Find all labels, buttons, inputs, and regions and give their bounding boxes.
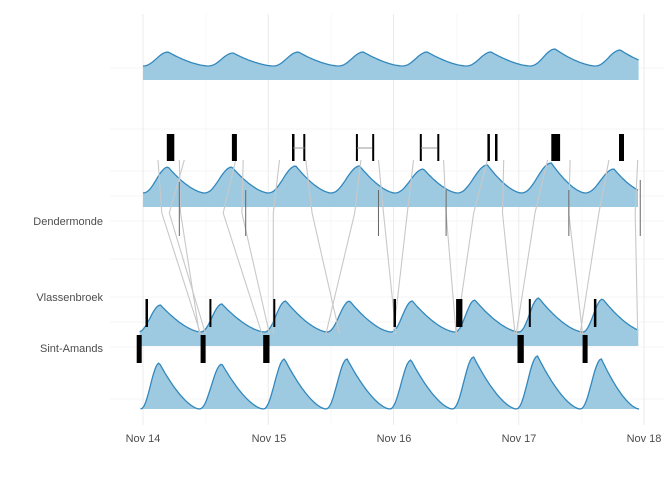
tide-area-3-4 (389, 360, 453, 409)
tide-area-3-6 (516, 356, 581, 409)
grid-lines (110, 14, 664, 425)
tide-marker-9 (495, 134, 498, 161)
x-tick-label-nov15: Nov 15 (252, 433, 287, 445)
propagation-link-11 (455, 159, 488, 335)
x-tick-label-nov17: Nov 17 (502, 433, 537, 445)
tide-marker-15 (393, 299, 396, 327)
propagation-link-12 (501, 159, 516, 335)
tide-marker-6 (419, 134, 422, 161)
propagation-link-15 (579, 159, 610, 335)
tide-area-3-7 (580, 359, 639, 409)
propagation-link-7 (325, 159, 362, 335)
tide-marker-0 (166, 134, 175, 161)
x-tick-label-nov14: Nov 14 (126, 433, 161, 445)
propagation-links (157, 159, 639, 335)
tide-line-3-0 (140, 362, 200, 410)
tide-marker-2 (292, 134, 295, 161)
tide-line-3-3 (325, 358, 390, 410)
tide-marker-20 (200, 335, 206, 363)
tide-marker-23 (582, 335, 588, 363)
tide-line-3-6 (515, 355, 581, 410)
propagation-link-6 (305, 159, 341, 335)
tide-marker-13 (209, 299, 212, 327)
tide-marker-22 (517, 335, 524, 363)
tide-marker-21 (263, 335, 270, 363)
tide-area-3-0 (140, 363, 200, 409)
x-tick-label-nov16: Nov 16 (377, 433, 412, 445)
tide-marker-19 (136, 335, 142, 363)
tide-marker-12 (145, 299, 148, 327)
tide-line-2 (139, 297, 639, 333)
tide-marker-7 (437, 134, 440, 161)
propagation-link-13 (515, 159, 549, 335)
propagation-link-9 (392, 159, 415, 335)
propagation-link-10 (443, 159, 457, 335)
tide-area-3-5 (452, 357, 517, 409)
propagation-link-16 (634, 159, 639, 335)
tide-area-2 (139, 298, 639, 346)
tide-marker-18 (593, 299, 597, 327)
tide-line-3-2 (263, 358, 327, 410)
y-label-sint-amands: Sint-Amands (40, 343, 103, 355)
tide-marker-17 (528, 299, 531, 327)
tide-marker-5 (372, 134, 375, 161)
y-label-vlassenbroek: Vlassenbroek (36, 292, 103, 304)
tide-marker-10 (551, 134, 561, 161)
y-label-dendermonde: Dendermonde (33, 216, 103, 228)
propagation-link-4 (241, 159, 271, 335)
propagation-link-3 (222, 159, 263, 335)
tide-marker-11 (619, 134, 624, 161)
tide-marker-16 (456, 299, 463, 327)
tide-area-3-3 (325, 359, 390, 409)
tide-line-3-5 (452, 356, 517, 410)
tide-marker-4 (355, 134, 358, 161)
tide-area-3-2 (263, 359, 326, 409)
tide-line-1 (142, 162, 639, 194)
propagation-link-8 (377, 159, 397, 335)
tide-marker-1 (231, 134, 237, 161)
propagation-link-2 (168, 159, 207, 335)
tide-area-1 (143, 163, 638, 207)
tide-line-3-4 (389, 359, 453, 410)
tide-profiles (139, 48, 640, 410)
tide-line-3-1 (199, 363, 264, 410)
tide-markers (136, 134, 641, 363)
tide-marker-8 (487, 134, 490, 161)
propagation-link-5 (272, 159, 281, 334)
tide-line-0 (142, 48, 639, 67)
propagation-link-0 (157, 159, 202, 335)
x-tick-label-nov18: Nov 18 (627, 433, 662, 445)
tide-area-3-1 (199, 364, 264, 409)
tide-marker-14 (273, 299, 276, 327)
tide-line-3-7 (579, 358, 640, 410)
